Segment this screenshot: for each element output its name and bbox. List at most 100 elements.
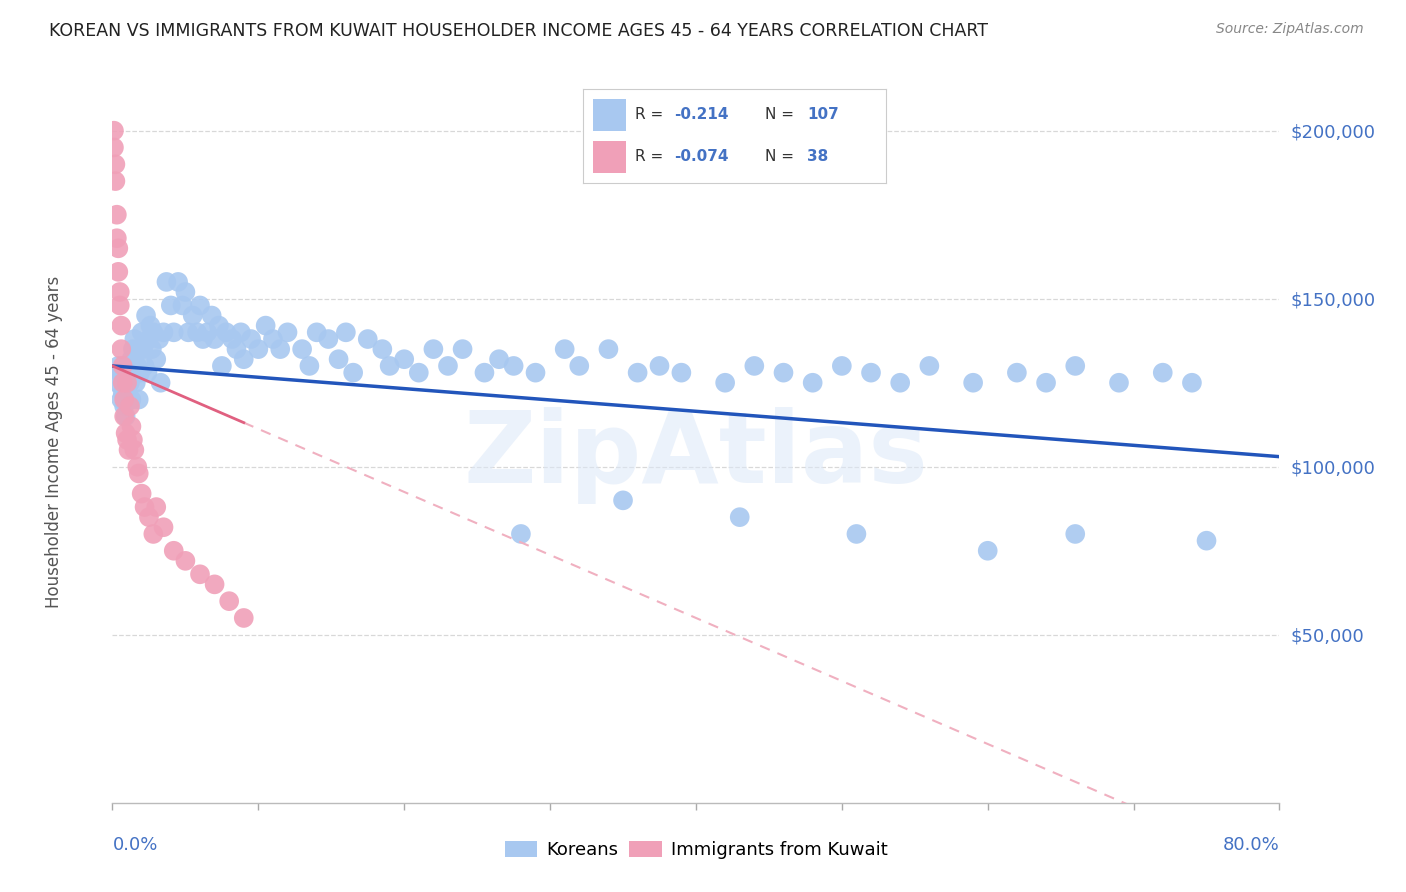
Point: [211, 359, 233, 373]
Point: [1005, 366, 1028, 380]
Point: [108, 298, 131, 312]
Point: [124, 366, 146, 380]
Point: [103, 124, 125, 138]
Point: [110, 392, 132, 407]
Point: [136, 366, 159, 380]
Point: [342, 366, 364, 380]
Point: [225, 342, 247, 356]
Point: [124, 442, 146, 457]
Point: [142, 326, 165, 340]
Point: [107, 265, 129, 279]
Point: [112, 399, 135, 413]
Point: [215, 326, 238, 340]
Point: [117, 366, 139, 380]
Point: [229, 326, 252, 340]
Point: [1108, 376, 1130, 390]
Point: [204, 332, 226, 346]
Point: [335, 326, 357, 340]
Point: [155, 275, 177, 289]
Point: [177, 326, 200, 340]
Point: [276, 326, 298, 340]
Text: ZipAtlas: ZipAtlas: [464, 408, 928, 505]
Point: [291, 342, 314, 356]
Text: Source: ZipAtlas.com: Source: ZipAtlas.com: [1216, 22, 1364, 37]
Point: [488, 352, 510, 367]
Text: N =: N =: [765, 107, 799, 122]
Point: [174, 554, 197, 568]
Point: [208, 318, 231, 333]
Point: [221, 332, 243, 346]
Point: [889, 376, 911, 390]
Point: [114, 426, 136, 441]
Point: [142, 527, 165, 541]
Point: [554, 342, 576, 356]
Point: [120, 419, 142, 434]
Text: -0.214: -0.214: [675, 107, 728, 122]
Point: [860, 366, 883, 380]
Point: [1181, 376, 1204, 390]
Text: 80.0%: 80.0%: [1223, 836, 1279, 854]
Point: [128, 392, 150, 407]
Point: [125, 376, 148, 390]
Point: [141, 342, 163, 356]
Point: [451, 342, 474, 356]
Point: [163, 326, 186, 340]
Point: [120, 352, 142, 367]
Point: [160, 298, 183, 312]
Point: [262, 332, 284, 346]
Point: [131, 326, 153, 340]
Point: [204, 577, 226, 591]
Point: [728, 510, 751, 524]
Point: [122, 433, 145, 447]
Point: [138, 510, 160, 524]
Point: [502, 359, 524, 373]
Point: [394, 352, 416, 367]
Point: [247, 342, 270, 356]
Point: [328, 352, 350, 367]
Point: [742, 359, 765, 373]
Point: [918, 359, 941, 373]
Point: [191, 332, 214, 346]
Text: Householder Income Ages 45 - 64 years: Householder Income Ages 45 - 64 years: [45, 276, 63, 607]
Point: [831, 359, 853, 373]
Point: [1195, 533, 1218, 548]
Point: [103, 140, 125, 154]
Point: [105, 208, 128, 222]
Point: [232, 352, 254, 367]
Text: -0.074: -0.074: [675, 149, 728, 164]
Point: [115, 433, 138, 447]
Point: [112, 392, 135, 407]
Point: [378, 359, 401, 373]
Point: [408, 366, 430, 380]
Point: [976, 543, 998, 558]
Point: [1064, 527, 1087, 541]
Point: [114, 409, 136, 424]
FancyBboxPatch shape: [592, 98, 626, 131]
Point: [128, 467, 150, 481]
Point: [104, 157, 127, 171]
Text: KOREAN VS IMMIGRANTS FROM KUWAIT HOUSEHOLDER INCOME AGES 45 - 64 YEARS CORRELATI: KOREAN VS IMMIGRANTS FROM KUWAIT HOUSEHO…: [49, 22, 988, 40]
Point: [962, 376, 984, 390]
Point: [845, 527, 868, 541]
Point: [127, 359, 149, 373]
Point: [181, 309, 204, 323]
Point: [112, 409, 135, 424]
Point: [117, 442, 139, 457]
Point: [139, 318, 162, 333]
Legend: Koreans, Immigrants from Kuwait: Koreans, Immigrants from Kuwait: [498, 833, 894, 866]
Point: [298, 359, 321, 373]
Point: [134, 359, 156, 373]
Point: [801, 376, 824, 390]
Point: [127, 459, 149, 474]
Point: [318, 332, 340, 346]
Point: [107, 241, 129, 255]
Point: [627, 366, 650, 380]
Point: [568, 359, 591, 373]
Point: [134, 500, 156, 514]
Point: [174, 285, 197, 299]
Point: [772, 366, 794, 380]
Point: [105, 376, 128, 390]
Point: [232, 611, 254, 625]
Point: [188, 567, 211, 582]
Point: [648, 359, 671, 373]
